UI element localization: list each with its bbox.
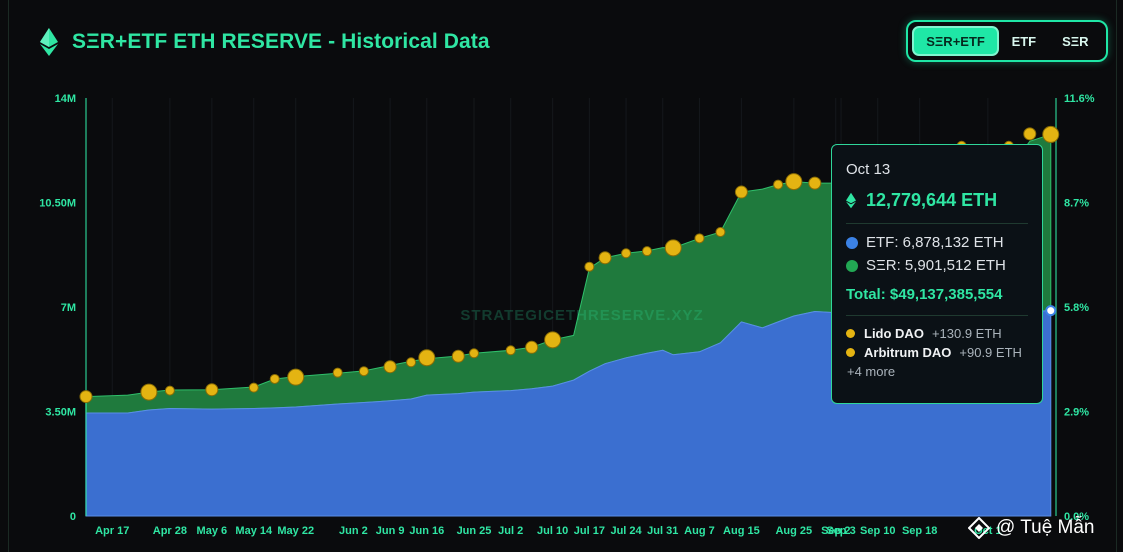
entity-amount: +90.9 ETH [959, 345, 1022, 360]
tooltip-etf-row: ETF: 6,878,132 ETH [846, 234, 1028, 251]
ethereum-icon [846, 192, 856, 209]
tooltip-date: Oct 13 [846, 161, 891, 178]
acquisition-marker [621, 248, 632, 259]
x-tick-label: Apr 17 [95, 525, 129, 537]
credit-text: @ Tuệ Mẫn [996, 517, 1095, 538]
acquisition-marker [642, 246, 653, 257]
acquisition-marker [358, 366, 369, 377]
ethereum-icon [40, 28, 58, 56]
tooltip-more: +4 more [847, 364, 896, 379]
diamond-logo-icon [968, 517, 990, 539]
y2-tick-label: 0.0% [1064, 511, 1089, 523]
acquisition-marker [164, 385, 175, 396]
y2-tick-label: 5.8% [1064, 302, 1089, 314]
acquisition-marker [269, 373, 280, 384]
acquisition-marker [664, 239, 682, 257]
y-tick-label: 14M [55, 93, 76, 105]
acquisition-marker [773, 179, 784, 190]
y2-tick-label: 11.6% [1064, 93, 1095, 105]
y2-tick-label: 8.7% [1064, 198, 1089, 210]
view-toggle: SΞR+ETF ETF SΞR [906, 20, 1108, 62]
title-row: SΞR+ETF ETH RESERVE - Historical Data [40, 26, 490, 58]
chart-panel [8, 0, 1117, 552]
acquisition-marker [332, 367, 343, 378]
x-tick-label: May 14 [235, 525, 273, 537]
tooltip-ser-value: SΞR: 5,901,512 ETH [866, 257, 1006, 274]
x-tick-label: Jun 25 [457, 525, 492, 537]
toggle-etf-button[interactable]: ETF [1011, 33, 1037, 49]
x-tick-label: Jul 24 [610, 525, 642, 537]
acquisition-marker [785, 173, 803, 191]
acquisition-marker [1042, 125, 1060, 143]
acquisition-marker [418, 349, 436, 367]
page-title: SΞR+ETF ETH RESERVE - Historical Data [72, 30, 490, 53]
chart-tooltip: Oct 13 12,779,644 ETH ETF: 6,878,132 ETH… [831, 144, 1043, 404]
acquisition-marker [734, 185, 748, 199]
acquisition-marker [715, 227, 726, 238]
x-tick-label: Jul 17 [574, 525, 605, 537]
tooltip-etf-value: ETF: 6,878,132 ETH [866, 234, 1004, 251]
acquisition-marker [525, 340, 539, 354]
tooltip-total-usd: Total: $49,137,385,554 [846, 286, 1003, 303]
watermark-text: STRATEGICETHRESERVE.XYZ [460, 307, 703, 324]
entity-amount: +130.9 ETH [931, 326, 1002, 341]
tooltip-divider [846, 315, 1028, 316]
x-tick-label: Sep 10 [860, 525, 895, 537]
x-tick-label: Aug 7 [684, 525, 715, 537]
acquisition-marker [406, 357, 417, 368]
y-tick-label: 7M [61, 302, 76, 314]
acquisition-marker [140, 383, 158, 401]
etf-dot-icon [846, 236, 858, 249]
y-tick-label: 10.50M [39, 198, 76, 210]
y-tick-label: 0 [70, 511, 76, 523]
y-tick-label: 3.50M [45, 407, 76, 419]
x-tick-label: Jul 2 [498, 525, 523, 537]
acquisition-marker [808, 176, 822, 190]
x-tick-label: Sep 2 [821, 525, 850, 537]
ser-dot-icon [846, 259, 858, 272]
x-tick-label: Apr 28 [153, 525, 187, 537]
acquisition-marker [584, 261, 595, 272]
entity-dot-icon [846, 348, 855, 357]
toggle-ser-etf-button[interactable]: SΞR+ETF [912, 26, 1000, 56]
entity-name: Lido DAO [864, 326, 924, 341]
entity-name: Arbitrum DAO [864, 345, 952, 360]
tooltip-total-eth: 12,779,644 ETH [846, 190, 1028, 211]
acquisition-marker [383, 360, 397, 374]
x-tick-label: Aug 25 [775, 525, 812, 537]
y2-tick-label: 2.9% [1064, 407, 1089, 419]
acquisition-marker [544, 331, 562, 349]
entity-dot-icon [846, 329, 855, 338]
x-tick-label: Jul 31 [647, 525, 678, 537]
x-tick-label: May 6 [197, 525, 228, 537]
author-credit: @ Tuệ Mẫn [968, 516, 1095, 540]
tooltip-ser-row: SΞR: 5,901,512 ETH [846, 257, 1028, 274]
hover-point [1045, 305, 1057, 317]
acquisition-marker [469, 348, 479, 359]
acquisition-marker [248, 382, 259, 393]
tooltip-entity-row: Lido DAO +130.9 ETH [846, 326, 1028, 341]
toggle-ser-button[interactable]: SΞR [1062, 33, 1089, 49]
tooltip-entity-row: Arbitrum DAO +90.9 ETH [846, 345, 1028, 360]
acquisition-marker [694, 233, 705, 244]
acquisition-marker [287, 368, 305, 386]
x-tick-label: Jun 2 [339, 525, 368, 537]
acquisition-marker [205, 383, 219, 397]
acquisition-marker [505, 345, 516, 356]
x-tick-label: Sep 18 [902, 525, 937, 537]
x-tick-label: Jun 9 [376, 525, 405, 537]
acquisition-marker [1023, 127, 1037, 141]
tooltip-divider [846, 223, 1028, 224]
x-tick-label: Jul 10 [537, 525, 568, 537]
x-tick-label: May 22 [277, 525, 314, 537]
x-tick-label: Sep 3 [826, 525, 855, 537]
x-tick-label: Jun 16 [409, 525, 444, 537]
tooltip-total-eth-value: 12,779,644 ETH [866, 190, 998, 210]
x-tick-label: Aug 15 [723, 525, 760, 537]
acquisition-marker [598, 251, 612, 265]
acquisition-marker [79, 390, 93, 404]
acquisition-marker [451, 349, 465, 363]
